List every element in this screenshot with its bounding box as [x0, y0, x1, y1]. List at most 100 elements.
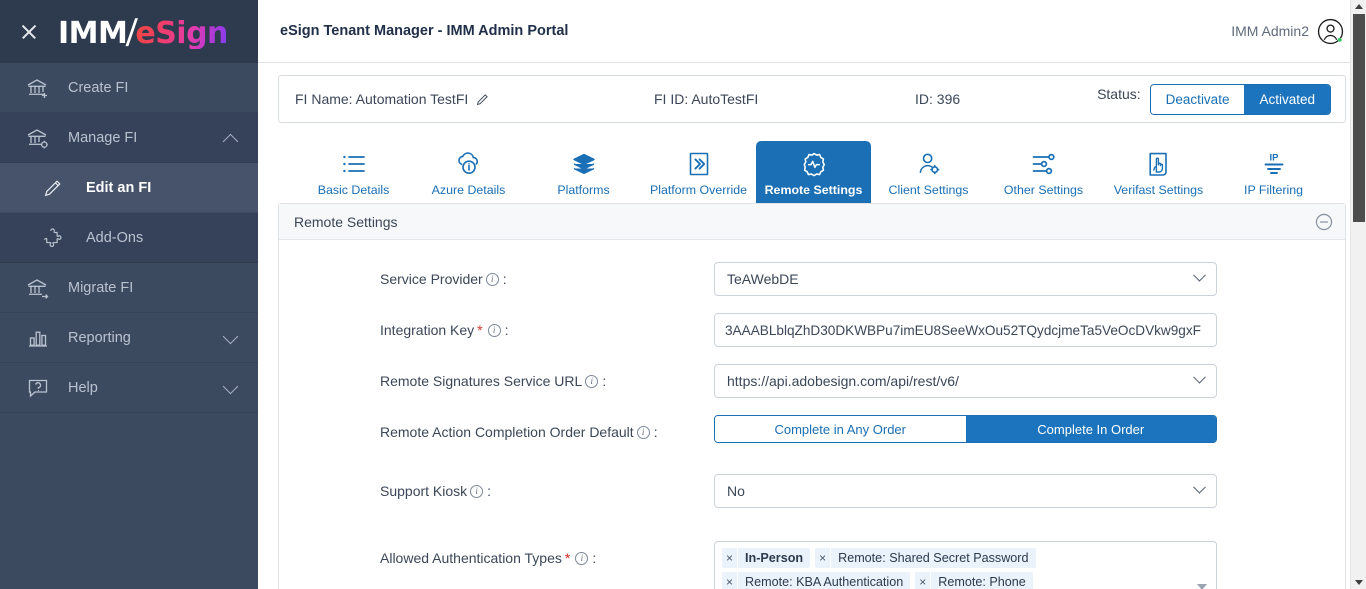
tab-azure-details[interactable]: Azure Details	[411, 141, 526, 203]
info-icon[interactable]: i	[487, 323, 501, 337]
sidebar-label: Create FI	[68, 79, 129, 96]
ip-filter-icon: IP	[1260, 149, 1288, 179]
tab-remote-settings[interactable]: Remote Settings	[756, 141, 871, 203]
page-scrollbar-vertical[interactable]	[1350, 0, 1366, 589]
logo-slash: /	[125, 11, 139, 52]
tab-client-settings[interactable]: Client Settings	[871, 141, 986, 203]
remove-tag-icon[interactable]: ×	[722, 572, 738, 589]
remove-tag-icon[interactable]: ×	[722, 548, 738, 568]
gear-pulse-icon	[800, 149, 828, 179]
remove-tag-icon[interactable]: ×	[915, 572, 932, 589]
sidebar-item-create-fi[interactable]: Create FI	[0, 63, 258, 113]
status-group: Status: Deactivate Activated	[1097, 83, 1331, 115]
fi-name-group: FI Name: Automation TestFI	[295, 91, 490, 107]
tab-ip-filtering[interactable]: IP IP Filtering	[1216, 141, 1331, 203]
service-url-label: Remote Signatures Service URL i :	[380, 364, 714, 389]
service-url-select[interactable]: https://api.adobesign.com/api/rest/v6/	[714, 364, 1217, 398]
tab-label: Platform Override	[649, 183, 748, 197]
sidebar-item-migrate-fi[interactable]: Migrate FI	[0, 263, 258, 313]
info-icon[interactable]: i	[470, 484, 484, 498]
selected-value: TeAWebDE	[727, 271, 799, 287]
tab-platforms[interactable]: Platforms	[526, 141, 641, 203]
activated-button[interactable]: Activated	[1244, 84, 1330, 114]
user-name: IMM Admin2	[1231, 23, 1309, 39]
tab-label: Client Settings	[888, 183, 969, 197]
content-area: FI Name: Automation TestFI FI ID: AutoTe…	[258, 63, 1366, 589]
sidebar-label: Migrate FI	[68, 279, 134, 296]
sidebar-item-manage-fi[interactable]: Manage FI	[0, 113, 258, 163]
fi-info-bar: FI Name: Automation TestFI FI ID: AutoTe…	[278, 75, 1346, 123]
label-colon: :	[592, 550, 597, 566]
label-text: Remote Signatures Service URL	[380, 373, 583, 389]
tab-label: Verifast Settings	[1113, 183, 1204, 197]
status-toggle: Deactivate Activated	[1149, 83, 1331, 115]
chevron-up-icon[interactable]	[222, 133, 239, 149]
svg-text:IP: IP	[1269, 153, 1279, 164]
circle-minus-icon[interactable]	[1315, 213, 1333, 231]
complete-any-order-button[interactable]: Complete in Any Order	[715, 416, 966, 442]
info-icon[interactable]: i	[636, 425, 650, 439]
complete-in-order-button[interactable]: Complete In Order	[965, 416, 1216, 442]
sidebar-item-edit-an-fi[interactable]: Edit an FI	[0, 163, 258, 213]
scroll-up-arrow-icon[interactable]	[1355, 4, 1363, 9]
tab-basic-details[interactable]: Basic Details	[296, 141, 411, 203]
tab-label: IP Filtering	[1244, 183, 1303, 197]
info-icon[interactable]: i	[575, 551, 589, 565]
user-area: IMM Admin2	[1231, 18, 1344, 45]
support-kiosk-select[interactable]: No	[714, 474, 1217, 508]
sidebar-item-help[interactable]: Help	[0, 363, 258, 413]
label-text: Support Kiosk	[380, 483, 468, 499]
chevron-down-icon[interactable]	[222, 328, 239, 344]
tab-verifast-settings[interactable]: Verifast Settings	[1101, 141, 1216, 203]
pencil-icon	[42, 177, 72, 199]
tag-remote-shared-secret-password: × Remote: Shared Secret Password	[815, 548, 1036, 568]
label-colon: :	[653, 424, 658, 440]
completion-order-toggle: Complete in Any Order Complete In Order	[714, 415, 1217, 443]
cloud-info-icon	[455, 149, 483, 179]
sidebar-label: Add-Ons	[86, 229, 144, 246]
bar-chart-icon	[26, 326, 56, 350]
chevron-down-icon	[1193, 480, 1206, 494]
info-icon[interactable]: i	[585, 374, 599, 388]
deactivate-button[interactable]: Deactivate	[1150, 84, 1245, 114]
tab-other-settings[interactable]: Other Settings	[986, 141, 1101, 203]
sidebar-label: Reporting	[68, 329, 131, 346]
scrollbar-thumb[interactable]	[1353, 14, 1365, 222]
tag-remote-kba-authentication: × Remote: KBA Authentication	[722, 572, 911, 589]
pencil-edit-icon[interactable]	[475, 92, 490, 107]
sidebar-item-add-ons[interactable]: Add-Ons	[0, 213, 258, 263]
sidebar: IMM / eSign Create FI	[0, 0, 258, 589]
user-avatar-icon[interactable]	[1317, 18, 1344, 45]
field-row-completion-order: Remote Action Completion Order Default i…	[279, 415, 1345, 466]
scroll-down-arrow-icon[interactable]	[1355, 580, 1363, 585]
remote-settings-panel: Remote Settings Service Provider i	[278, 203, 1346, 589]
fi-name-label: FI Name: Automation TestFI	[295, 91, 469, 107]
field-row-support-kiosk: Support Kiosk i : No	[279, 474, 1345, 525]
sidebar-item-reporting[interactable]: Reporting	[0, 313, 258, 363]
hand-tablet-icon	[1146, 149, 1171, 179]
service-provider-label: Service Provider i :	[380, 262, 714, 287]
chevron-down-icon[interactable]	[222, 378, 239, 394]
close-icon[interactable]	[18, 21, 40, 43]
remove-tag-icon[interactable]: ×	[815, 548, 832, 568]
tab-platform-override[interactable]: Platform Override	[641, 141, 756, 203]
service-provider-select[interactable]: TeAWebDE	[714, 262, 1217, 296]
label-text: Integration Key	[380, 322, 475, 338]
panel-header: Remote Settings	[279, 204, 1345, 240]
tag-row: × In-Person × Remote: Shared Secret Pass…	[722, 548, 1194, 568]
panel-title: Remote Settings	[294, 213, 398, 230]
fast-forward-icon	[687, 149, 711, 179]
allowed-auth-types-multiselect[interactable]: × In-Person × Remote: Shared Secret Pass…	[714, 541, 1217, 589]
brand-header: IMM / eSign	[0, 0, 258, 63]
completion-order-control: Complete in Any Order Complete In Order	[714, 415, 1217, 443]
chevron-down-icon[interactable]	[1197, 584, 1207, 589]
tab-label: Other Settings	[1003, 183, 1084, 197]
label-text: Remote Action Completion Order Default	[380, 424, 634, 440]
layers-icon	[571, 149, 597, 179]
field-row-allowed-auth-types: Allowed Authentication Types * i : × In-…	[279, 541, 1345, 589]
support-kiosk-label: Support Kiosk i :	[380, 474, 714, 499]
fi-id-label: FI ID: AutoTestFI	[654, 91, 759, 107]
integration-key-input[interactable]: 3AAABLblqZhD30DKWBPu7imEU8SeeWxOu52TQydc…	[714, 313, 1217, 347]
panel-body: Service Provider i : TeAWebDE	[279, 240, 1345, 589]
info-icon[interactable]: i	[485, 272, 499, 286]
